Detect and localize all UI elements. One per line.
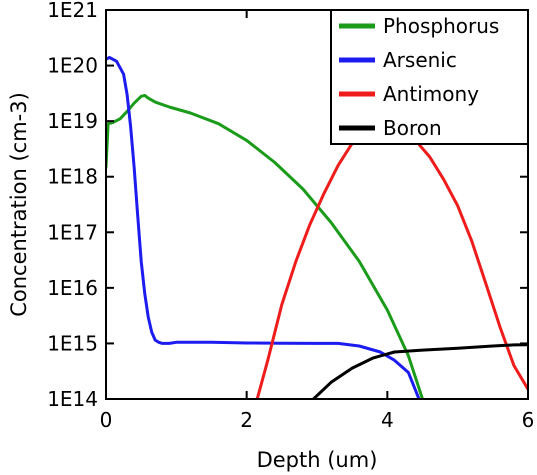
y-tick-label: 1E20 bbox=[47, 54, 98, 78]
legend: Phosphorus Arsenic Antimony Boron bbox=[330, 9, 529, 145]
y-tick-label: 1E16 bbox=[47, 276, 98, 300]
legend-label-boron: Boron bbox=[383, 116, 442, 140]
y-tick-label: 1E14 bbox=[47, 387, 98, 411]
x-tick-label: 0 bbox=[100, 408, 113, 432]
x-tick-label: 4 bbox=[381, 408, 394, 432]
ticks-layer: 0 2 4 6 1E14 1E15 1E16 1E17 1E18 1E19 1E20 1E21 bbox=[47, 0, 534, 432]
y-tick-label: 1E15 bbox=[47, 331, 98, 355]
series-line-boron bbox=[312, 343, 528, 399]
y-axis-title: Concentration (cm-3) bbox=[7, 92, 31, 317]
y-tick-label: 1E19 bbox=[47, 109, 98, 133]
y-tick-label: 1E17 bbox=[47, 220, 98, 244]
x-tick-label: 2 bbox=[240, 408, 253, 432]
y-tick-label: 1E18 bbox=[47, 165, 98, 189]
series-line-arsenic bbox=[106, 56, 421, 399]
y-tick-label: 1E21 bbox=[47, 0, 98, 22]
legend-box bbox=[330, 9, 529, 145]
legend-label-antimony: Antimony bbox=[383, 82, 479, 106]
x-axis-title: Depth (um) bbox=[257, 448, 378, 472]
legend-label-phosphorus: Phosphorus bbox=[383, 14, 499, 38]
series-line-phosphorus bbox=[106, 93, 424, 399]
plot-frame bbox=[105, 9, 529, 400]
x-tick-label: 6 bbox=[522, 408, 535, 432]
legend-label-arsenic: Arsenic bbox=[383, 48, 457, 72]
